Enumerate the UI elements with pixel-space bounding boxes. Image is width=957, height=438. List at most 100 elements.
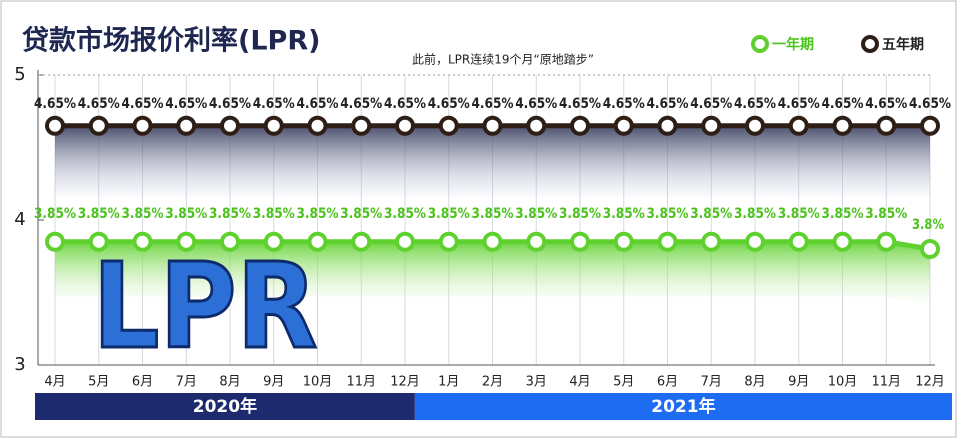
data-label: 3.85% <box>647 206 689 222</box>
point <box>441 234 457 250</box>
data-label: 4.65% <box>909 96 951 112</box>
data-label: 3.85% <box>865 206 907 222</box>
x-tick-label: 4月 <box>569 375 590 390</box>
data-label: 4.65% <box>865 96 907 112</box>
data-label: 3.85% <box>209 206 251 222</box>
data-label: 4.65% <box>472 96 514 112</box>
x-tick-label: 5月 <box>88 375 109 390</box>
data-label: 4.65% <box>734 96 776 112</box>
point <box>747 234 763 250</box>
data-label: 4.65% <box>603 96 645 112</box>
data-label: 3.85% <box>515 206 557 222</box>
point <box>703 234 719 250</box>
x-tick-label: 7月 <box>701 375 722 390</box>
y-tick-label: 5 <box>14 64 25 85</box>
point <box>91 118 107 134</box>
point <box>441 118 457 134</box>
x-tick-label: 9月 <box>263 375 284 390</box>
data-label: 4.65% <box>690 96 732 112</box>
point <box>397 234 413 250</box>
point <box>266 234 282 250</box>
point <box>660 234 676 250</box>
data-label: 3.85% <box>297 206 339 222</box>
point <box>310 234 326 250</box>
y-tick-label: 4 <box>14 209 25 230</box>
data-label: 4.65% <box>647 96 689 112</box>
point <box>747 118 763 134</box>
x-tick-label: 8月 <box>219 375 240 390</box>
data-label: 4.65% <box>253 96 295 112</box>
legend-marker <box>863 37 877 51</box>
area <box>55 126 930 196</box>
data-label: 4.65% <box>165 96 207 112</box>
point <box>47 118 63 134</box>
x-tick-label: 12月 <box>915 375 945 390</box>
chart-title: 贷款市场报价利率(LPR) <box>22 25 320 57</box>
data-label: 3.85% <box>253 206 295 222</box>
legend-marker <box>753 37 767 51</box>
point <box>922 241 938 257</box>
x-tick-label: 2月 <box>482 375 503 390</box>
data-label: 3.85% <box>78 206 120 222</box>
point <box>835 118 851 134</box>
point <box>572 234 588 250</box>
x-tick-label: 10月 <box>828 375 858 390</box>
data-label: 4.65% <box>209 96 251 112</box>
data-label: 4.65% <box>559 96 601 112</box>
x-tick-label: 10月 <box>303 375 333 390</box>
year-label: 2021年 <box>651 396 715 417</box>
point <box>528 234 544 250</box>
x-tick-label: 6月 <box>657 375 678 390</box>
x-tick-label: 6月 <box>132 375 153 390</box>
data-label: 3.85% <box>822 206 864 222</box>
x-tick-label: 4月 <box>44 375 65 390</box>
data-label: 3.85% <box>690 206 732 222</box>
point <box>703 118 719 134</box>
point <box>528 118 544 134</box>
data-label: 3.85% <box>34 206 76 222</box>
data-label: 3.85% <box>122 206 164 222</box>
year-label: 2020年 <box>193 396 257 417</box>
point <box>353 234 369 250</box>
legend-label: 五年期 <box>882 36 924 53</box>
data-label: 4.65% <box>297 96 339 112</box>
data-label: 3.85% <box>428 206 470 222</box>
data-label: 4.65% <box>515 96 557 112</box>
data-label: 3.85% <box>472 206 514 222</box>
point <box>660 118 676 134</box>
data-label: 3.85% <box>165 206 207 222</box>
point <box>222 118 238 134</box>
point <box>835 234 851 250</box>
data-label: 3.85% <box>559 206 601 222</box>
x-tick-label: 7月 <box>176 375 197 390</box>
data-label: 4.65% <box>384 96 426 112</box>
point <box>266 118 282 134</box>
point <box>485 234 501 250</box>
point <box>616 234 632 250</box>
chart: 贷款市场报价利率(LPR) 此前，LPR连续19个月“原地踏步” 345LPR3… <box>0 0 957 438</box>
data-label: 3.85% <box>778 206 820 222</box>
data-label: 4.65% <box>340 96 382 112</box>
point <box>485 118 501 134</box>
data-label: 4.65% <box>822 96 864 112</box>
x-tick-label: 5月 <box>613 375 634 390</box>
data-label: 4.65% <box>428 96 470 112</box>
point <box>878 234 894 250</box>
point <box>47 234 63 250</box>
data-label: 4.65% <box>778 96 820 112</box>
data-label: 3.85% <box>603 206 645 222</box>
image-text: LPR <box>93 237 318 375</box>
data-label: 3.85% <box>340 206 382 222</box>
point <box>135 118 151 134</box>
point <box>791 234 807 250</box>
point <box>178 118 194 134</box>
point <box>878 118 894 134</box>
data-label: 4.65% <box>122 96 164 112</box>
data-label: 4.65% <box>34 96 76 112</box>
data-label: 3.8% <box>912 217 944 233</box>
legend-label: 一年期 <box>772 36 814 53</box>
x-tick-label: 8月 <box>744 375 765 390</box>
point <box>572 118 588 134</box>
x-tick-label: 3月 <box>526 375 547 390</box>
x-tick-label: 12月 <box>390 375 420 390</box>
